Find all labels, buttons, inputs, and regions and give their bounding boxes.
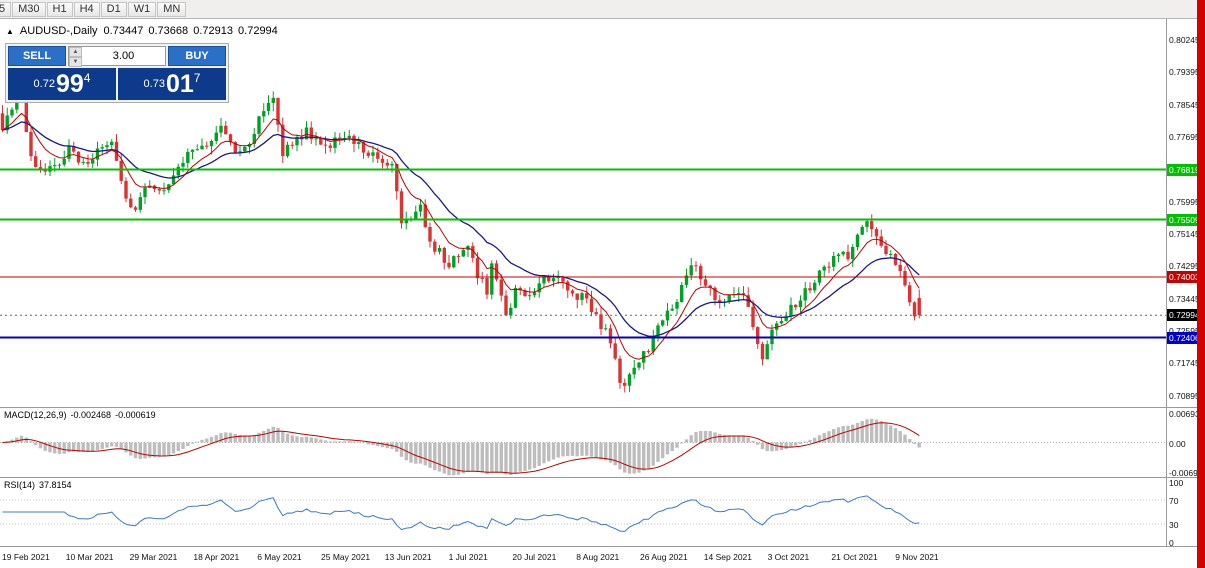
one-click-trading-panel: SELL ▲ ▼ 3.00 BUY 0.72 99 4 0.73 01 7 [5,43,229,103]
date-label: 19 Feb 2021 [2,552,50,562]
rsi-name: RSI(14) [4,480,36,490]
timeframe-button-5[interactable]: 5 [0,1,12,17]
sell-price-pip: 4 [83,71,91,85]
rsi-scale-tick: 30 [1169,520,1179,530]
ohlc-values: 0.73447 0.73668 0.72913 0.72994 [104,25,280,37]
macd-signal-line [2,422,920,474]
macd-scale-tick: 0.006936 [1169,408,1205,419]
price-tick: 0.79395 [1169,67,1200,78]
level-price-badge: 0.75509 [1167,213,1202,226]
sell-price[interactable]: 0.72 99 4 [8,68,116,100]
trade-prices-row: 0.72 99 4 0.73 01 7 [8,68,226,100]
trade-controls-row: SELL ▲ ▼ 3.00 BUY [8,46,226,67]
buy-price-big: 01 [165,70,194,98]
date-label: 21 Oct 2021 [831,552,878,562]
sell-price-big: 99 [55,70,84,98]
rsi-line [2,495,920,532]
timeframe-button-H1[interactable]: H1 [46,1,73,17]
price-scale[interactable]: 0.802450.793950.785450.776950.768450.759… [1167,19,1205,548]
price-tick: 0.75145 [1169,228,1200,239]
window-edge-strip [1197,0,1205,568]
volume-up-button[interactable]: ▲ [69,47,82,57]
level-price-badge: 0.76819 [1167,163,1202,176]
date-label: 8 Aug 2021 [576,552,620,562]
panel-separator[interactable] [0,407,1197,408]
candles-series [0,91,921,393]
ma-fast-line [2,112,920,360]
buy-price-pip: 7 [193,71,201,85]
panel-separator [0,546,1197,547]
rsi-scale-tick: 0 [1169,538,1174,548]
price-tick: 0.71745 [1169,358,1200,369]
macd-value-2: -0.000619 [115,410,156,420]
date-label: 18 Apr 2021 [193,552,240,562]
time-scale[interactable]: 19 Feb 2021 10 Mar 2021 29 Mar 2021 18 Apr … [0,547,1166,568]
date-label: 6 May 2021 [257,552,302,562]
date-label: 20 Jul 2021 [512,552,557,562]
timeframe-button-D1[interactable]: D1 [100,1,127,17]
price-tick: 0.80245 [1169,34,1200,45]
chart-title: ▲ AUDUSD-,Daily 0.73447 0.73668 0.72913 … [6,25,280,37]
ma-slow-line [2,121,920,338]
price-tick: 0.75995 [1169,196,1200,207]
price-tick: 0.74295 [1169,261,1200,272]
volume-spinner: ▲ ▼ [69,47,82,67]
date-label: 14 Sep 2021 [703,552,753,562]
close-value: 0.72994 [238,25,278,37]
price-tick: 0.70895 [1169,390,1200,401]
price-tick: 0.73445 [1169,293,1200,304]
macd-name: MACD(12,26,9) [4,410,67,420]
rsi-scale-tick: 70 [1169,496,1179,506]
sell-button[interactable]: SELL [8,46,66,66]
date-label: 1 Jul 2021 [448,552,488,562]
date-label: 9 Nov 2021 [895,552,939,562]
rsi-label: RSI(14) 37.8154 [4,480,76,490]
buy-button[interactable]: BUY [168,46,226,66]
level-price-badge: 0.72994 [1167,309,1202,322]
price-tick: 0.78545 [1169,99,1200,110]
timeframe-toolbar: 5M30H1H4D1W1MN [0,0,1197,19]
volume-down-button[interactable]: ▼ [69,57,82,67]
macd-panel[interactable] [0,408,1166,477]
date-label: 26 Aug 2021 [640,552,688,562]
date-label: 13 Jun 2021 [384,552,432,562]
level-price-badge: 0.72406 [1167,331,1202,344]
volume-value[interactable]: 3.00 [112,50,135,62]
price-tick: 0.72595 [1169,326,1200,336]
panel-separator[interactable] [0,477,1197,478]
scale-divider [1166,19,1167,547]
rsi-value: 37.8154 [39,480,72,490]
date-label: 3 Oct 2021 [767,552,810,562]
timeframe-button-MN[interactable]: MN [157,1,187,17]
rsi-scale-tick: 100 [1169,478,1184,488]
level-price-badge: 0.74003 [1167,270,1202,283]
sell-price-prefix: 0.72 [33,78,55,90]
volume-field[interactable]: ▲ ▼ 3.00 [68,46,166,67]
symbol-period-label: AUDUSD-,Daily [19,25,98,37]
buy-price-prefix: 0.73 [143,78,165,90]
date-label: 29 Mar 2021 [129,552,178,562]
macd-histogram [0,418,921,476]
collapse-icon[interactable]: ▲ [6,26,14,36]
timeframe-button-M30[interactable]: M30 [12,1,46,17]
price-tick: 0.77695 [1169,131,1200,142]
macd-label: MACD(12,26,9) -0.002468 -0.000619 [4,410,160,420]
high-value: 0.73668 [148,25,189,37]
rsi-panel[interactable] [0,478,1166,546]
price-chart[interactable] [0,19,1166,407]
date-label: 10 Mar 2021 [65,552,114,562]
macd-value-1: -0.002468 [70,410,112,420]
macd-scale-tick: 0.00 [1169,438,1186,449]
low-value: 0.72913 [193,25,233,37]
open-value: 0.73447 [103,25,144,37]
timeframe-button-H4[interactable]: H4 [73,1,100,17]
timeframe-button-W1[interactable]: W1 [127,1,157,17]
date-label: 25 May 2021 [321,552,371,562]
macd-scale-tick: -0.006936 [1169,468,1205,479]
buy-price[interactable]: 0.73 01 7 [118,68,226,100]
